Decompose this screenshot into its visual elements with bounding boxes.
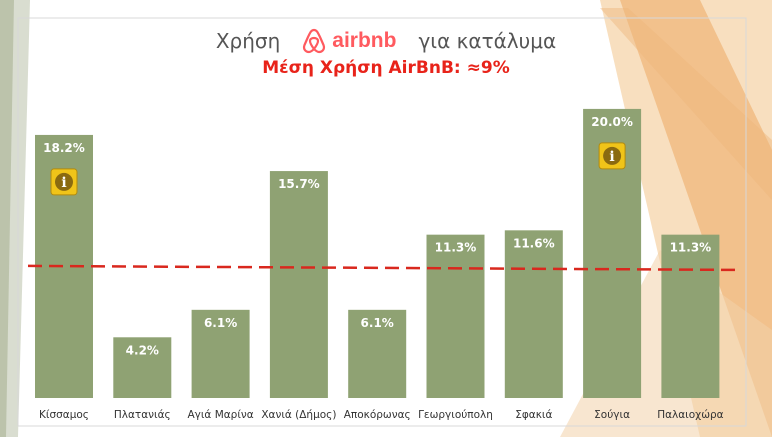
category-label-3: Αγιά Μαρίνα <box>187 409 253 421</box>
category-label-4: Χανιά (Δήμος) <box>261 409 336 421</box>
bar-6 <box>426 234 485 398</box>
info-badge-glyph-1: i <box>61 175 66 191</box>
chart-subtitle: Μέση Χρήση AirBnB: ≈9% <box>262 58 510 78</box>
bar-3 <box>191 309 250 398</box>
data-label-7: 11.6% <box>513 236 555 250</box>
category-label-9: Παλαιοχώρα <box>657 409 723 421</box>
data-label-6: 11.3% <box>435 241 477 255</box>
data-label-8: 20.0% <box>591 115 633 129</box>
title-prefix: Χρήση <box>215 29 281 53</box>
bar-5 <box>348 309 407 398</box>
data-label-1: 18.2% <box>43 141 85 155</box>
airbnb-logo-icon <box>303 28 326 54</box>
category-label-5: Αποκόρωνας <box>344 409 411 421</box>
chart-title: Χρήση airbnb για κατάλυμα <box>0 24 772 58</box>
bar-4 <box>269 171 328 398</box>
labels-layer: 18.2% Κίσσαμος 4.2% Πλατανιάς 6.1% Αγιά Μαρίν… <box>39 115 724 421</box>
title-suffix: για κατάλυμα <box>418 29 557 53</box>
brand-logo: airbnb <box>302 28 396 54</box>
bar-2 <box>113 337 172 398</box>
reference-line <box>27 264 739 272</box>
category-label-8: Σούγια <box>594 409 630 421</box>
data-label-9: 11.3% <box>670 241 712 255</box>
chart-frame <box>17 17 747 427</box>
data-label-4: 15.7% <box>278 177 320 191</box>
category-label-1: Κίσσαμος <box>39 409 89 421</box>
info-badge-glyph-2: i <box>609 149 614 165</box>
brand-name: airbnb <box>332 29 397 52</box>
info-icon <box>603 146 622 165</box>
category-label-7: Σφακιά <box>515 409 552 421</box>
bar-9 <box>661 234 720 398</box>
bar-7 <box>504 230 563 398</box>
bars-layer <box>35 108 720 398</box>
category-label-6: Γεωργιούπολη <box>418 409 493 421</box>
data-label-2: 4.2% <box>126 343 159 357</box>
reference-line-layer <box>27 264 739 272</box>
data-label-3: 6.1% <box>204 316 237 330</box>
data-label-5: 6.1% <box>361 316 394 330</box>
info-icon <box>55 172 73 191</box>
category-label-2: Πλατανιάς <box>114 409 171 421</box>
